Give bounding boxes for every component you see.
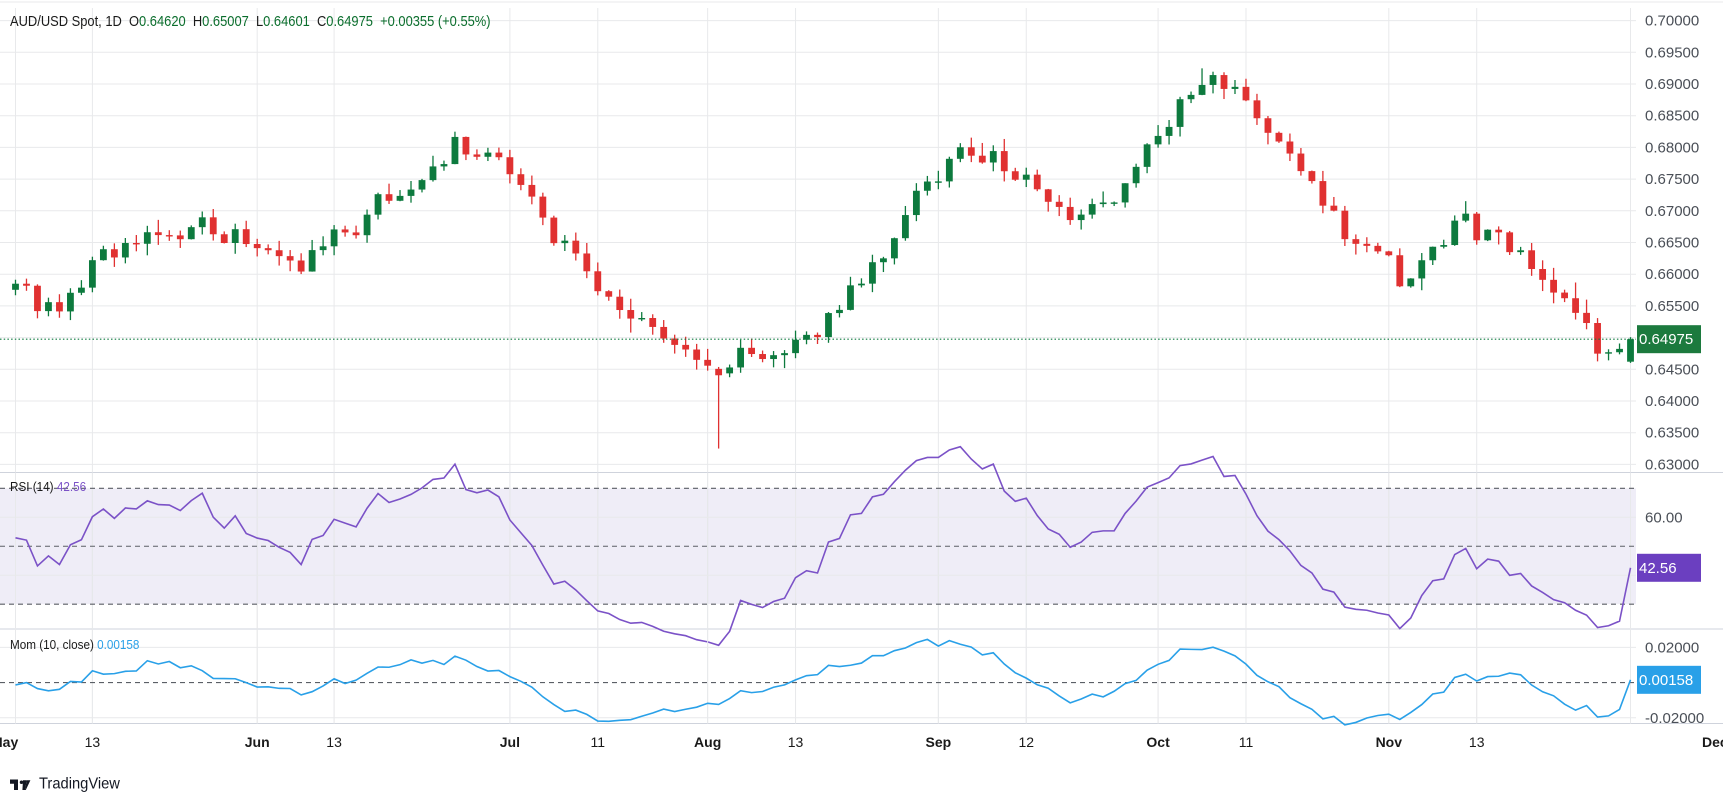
svg-text:0.69000: 0.69000 — [1645, 76, 1699, 93]
svg-text:Nov: Nov — [1376, 734, 1403, 750]
svg-text:Sep: Sep — [926, 734, 952, 750]
svg-text:0.02000: 0.02000 — [1645, 639, 1699, 656]
svg-text:11: 11 — [1239, 734, 1254, 750]
svg-text:0.00158: 0.00158 — [1639, 672, 1693, 689]
svg-text:TradingView: TradingView — [39, 775, 121, 793]
svg-text:0.64500: 0.64500 — [1645, 361, 1699, 378]
svg-text:0.63000: 0.63000 — [1645, 456, 1699, 473]
svg-text:42.56: 42.56 — [1639, 560, 1677, 577]
svg-text:0.63500: 0.63500 — [1645, 425, 1699, 442]
svg-text:0.64975: 0.64975 — [1639, 331, 1693, 348]
svg-text:13: 13 — [85, 734, 101, 750]
svg-text:Dec: Dec — [1702, 734, 1723, 750]
svg-text:0.69500: 0.69500 — [1645, 44, 1699, 61]
svg-text:0.66500: 0.66500 — [1645, 235, 1699, 252]
svg-text:0.68000: 0.68000 — [1645, 139, 1699, 156]
svg-text:0.70000: 0.70000 — [1645, 13, 1699, 30]
svg-text:Jul: Jul — [500, 734, 520, 750]
svg-text:60.00: 60.00 — [1645, 509, 1683, 526]
svg-text:0.68500: 0.68500 — [1645, 108, 1699, 125]
svg-text:0.65500: 0.65500 — [1645, 298, 1699, 315]
svg-text:Jun: Jun — [245, 734, 270, 750]
svg-text:Aug: Aug — [694, 734, 721, 750]
svg-text:13: 13 — [326, 734, 342, 750]
svg-text:13: 13 — [1469, 734, 1485, 750]
svg-text:Oct: Oct — [1146, 734, 1170, 750]
svg-text:12: 12 — [1018, 734, 1034, 750]
svg-text:-0.02000: -0.02000 — [1645, 710, 1704, 727]
svg-text:May: May — [0, 734, 18, 750]
svg-text:0.66000: 0.66000 — [1645, 266, 1699, 283]
svg-text:13: 13 — [788, 734, 804, 750]
svg-text:0.64000: 0.64000 — [1645, 393, 1699, 410]
svg-text:11: 11 — [591, 734, 606, 750]
svg-text:0.67000: 0.67000 — [1645, 203, 1699, 220]
svg-text:0.67500: 0.67500 — [1645, 171, 1699, 188]
